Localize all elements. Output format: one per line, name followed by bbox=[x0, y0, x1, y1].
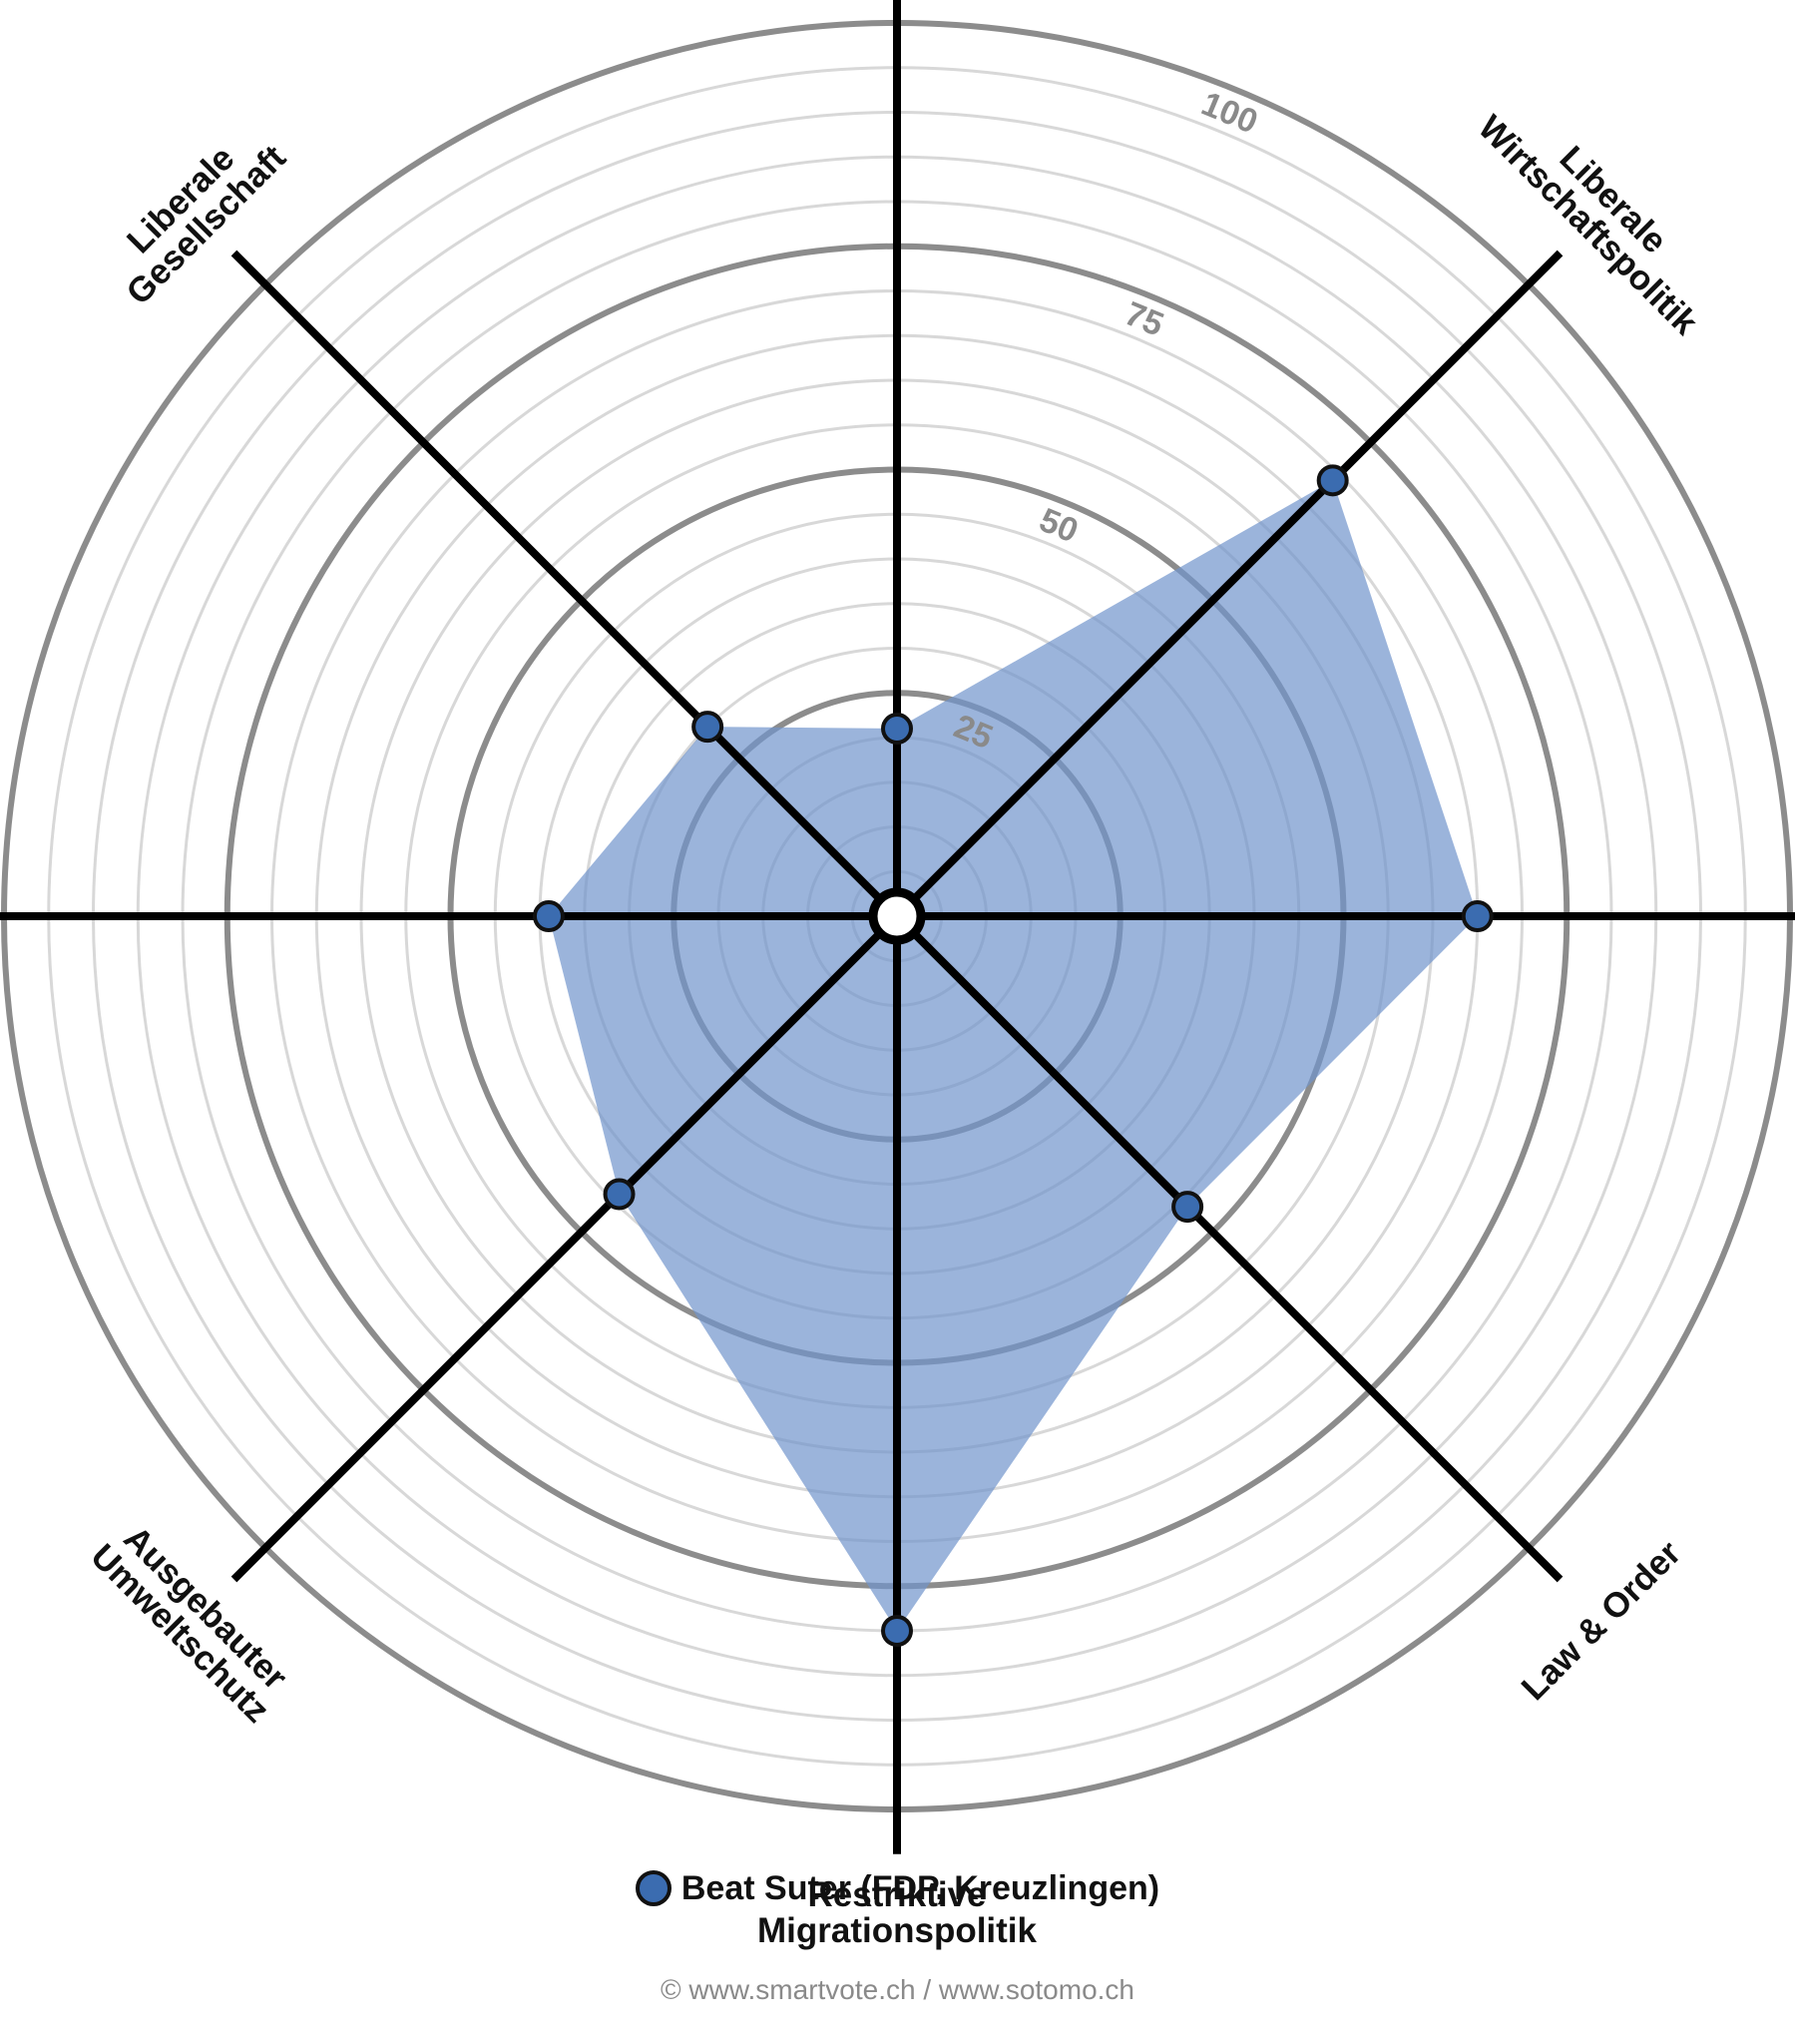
legend-label: Beat Suter (FDP, Kreuzlingen) bbox=[680, 1868, 1160, 1907]
ring-label: 100 bbox=[1196, 85, 1263, 142]
center-circle bbox=[868, 887, 926, 945]
axis-label: Restriktive Migrationspolitik bbox=[757, 1875, 1038, 1950]
copyright-footer: © www.smartvote.ch / www.sotomo.ch bbox=[661, 1974, 1134, 2005]
data-point bbox=[1461, 900, 1494, 932]
data-point bbox=[532, 900, 565, 932]
data-point bbox=[1171, 1191, 1204, 1224]
legend-marker bbox=[635, 1870, 672, 1906]
data-point bbox=[881, 1615, 913, 1647]
axis-line bbox=[230, 913, 900, 1583]
data-points bbox=[532, 464, 1494, 1647]
data-point bbox=[881, 713, 913, 746]
data-point bbox=[1316, 464, 1349, 497]
axis-line bbox=[894, 913, 1564, 1583]
axis-line bbox=[230, 250, 900, 919]
series-area bbox=[549, 480, 1478, 1631]
axis-lines bbox=[0, 0, 1795, 1854]
legend: Beat Suter (FDP, Kreuzlingen) bbox=[0, 1863, 1795, 1913]
axis-line bbox=[894, 250, 1564, 919]
data-point bbox=[691, 711, 724, 744]
data-point bbox=[603, 1178, 636, 1211]
